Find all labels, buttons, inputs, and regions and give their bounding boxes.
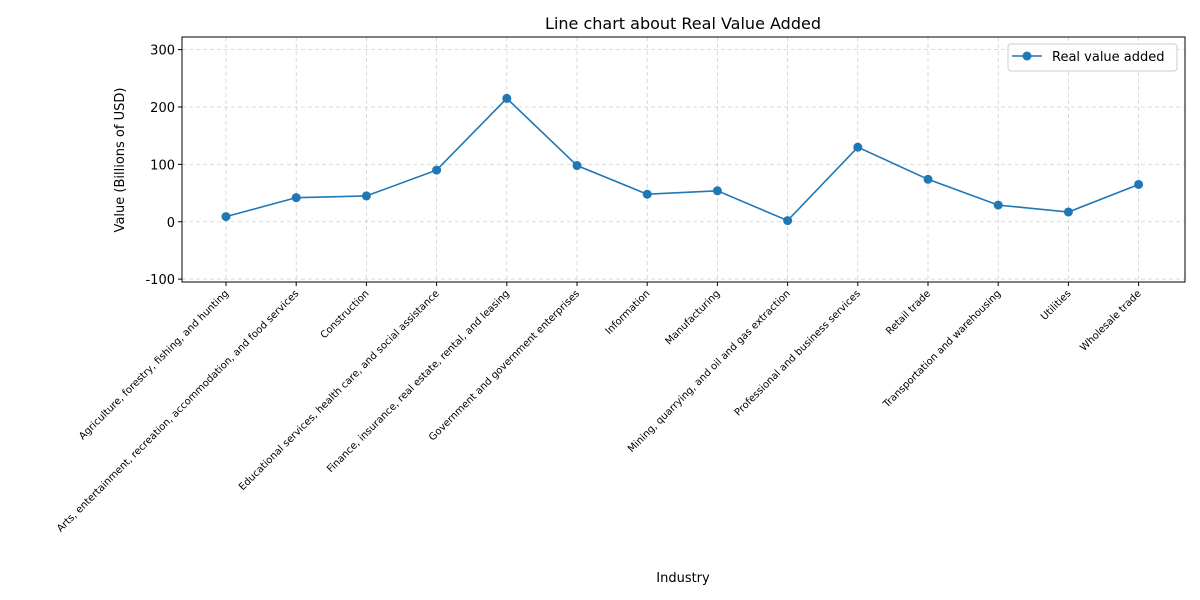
y-tick-label: -100 [145,273,175,288]
data-point [361,191,371,201]
data-point [502,93,512,103]
chart-title: Line chart about Real Value Added [545,14,821,33]
y-tick-label: 300 [150,44,175,59]
y-axis-label: Value (Billions of USD) [113,88,128,233]
series-line [225,97,1139,222]
legend: Real value added [1007,43,1178,72]
legend-box [1007,43,1178,72]
data-point [712,186,722,196]
data-point [642,189,652,199]
data-point [783,216,793,226]
data-point [221,212,231,222]
data-point [1063,207,1073,217]
y-tick-label: 0 [167,216,175,231]
y-tick-label: 200 [150,101,175,116]
data-point [1134,179,1144,189]
data-point [993,200,1003,210]
plot-frame [181,36,1186,283]
data-point [432,165,442,175]
grid [182,37,1185,282]
series [221,93,1144,226]
data-point [572,161,582,171]
data-point [853,142,863,152]
y-tick-label: 100 [150,158,175,173]
legend-label: Real value added [1052,50,1165,65]
legend-marker [1022,51,1032,61]
x-axis-label: Industry [656,571,710,586]
data-point [291,193,301,203]
data-point [923,174,933,184]
